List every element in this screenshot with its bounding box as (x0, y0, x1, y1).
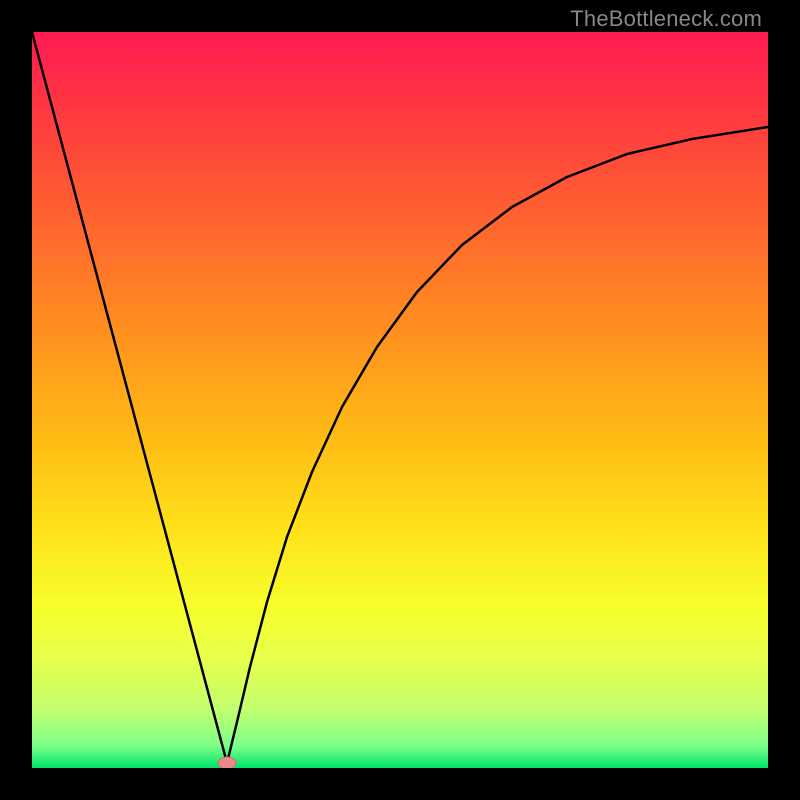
plot-area (32, 32, 768, 768)
chart-frame: TheBottleneck.com (0, 0, 800, 800)
minimum-marker (218, 757, 236, 768)
plot-svg (32, 32, 768, 768)
gradient-background (32, 32, 768, 768)
watermark-text: TheBottleneck.com (570, 6, 762, 32)
